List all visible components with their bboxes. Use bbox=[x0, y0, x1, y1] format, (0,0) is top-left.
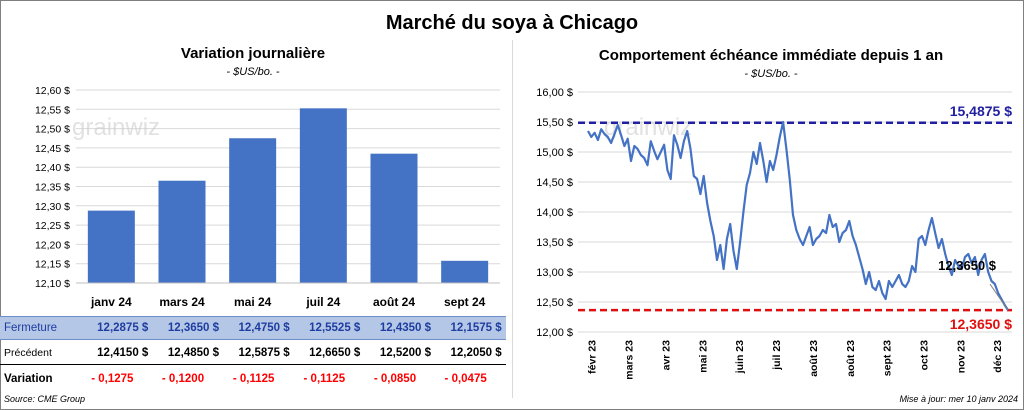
data-table: Fermeture 12,2875 $ 12,3650 $ 12,4750 $ 12,… bbox=[0, 316, 506, 392]
x-tick-label: août 24 bbox=[373, 295, 415, 309]
table-cell: - 0,1125 bbox=[303, 373, 346, 385]
left-panel-title: Variation journalière bbox=[180, 45, 326, 62]
y-tick-label: 15,50 $ bbox=[536, 117, 573, 129]
table-cell: - 0,1125 bbox=[232, 373, 275, 385]
x-tick-label: sept 23 bbox=[882, 340, 894, 376]
x-tick-label: févr 23 bbox=[587, 340, 599, 374]
x-tick-label: mai 24 bbox=[234, 295, 272, 309]
x-tick-label: mars 24 bbox=[159, 295, 205, 309]
table-cell: 12,4850 $ bbox=[167, 347, 219, 359]
row-label-fermeture: Fermeture bbox=[4, 322, 58, 334]
table-cell: 12,2875 $ bbox=[97, 322, 149, 334]
table-cell: 12,1575 $ bbox=[450, 322, 502, 334]
y-tick-label: 12,20 $ bbox=[35, 239, 70, 251]
y-tick-label: 12,10 $ bbox=[35, 278, 70, 290]
row-label-precedent: Précédent bbox=[4, 347, 52, 359]
y-tick-label: 12,30 $ bbox=[35, 201, 70, 213]
x-tick-label: août 23 bbox=[845, 340, 857, 377]
bar-3 bbox=[299, 108, 347, 284]
table-row-precedent: Précédent 12,4150 $ 12,4850 $ 12,5875 $ 12,… bbox=[0, 342, 506, 365]
watermark-logo: grainwiz bbox=[72, 114, 160, 141]
table-row-variation: Variation - 0,1275 - 0,1200 - 0,1125 - 0,11… bbox=[0, 368, 506, 390]
price-series-line bbox=[587, 120, 1009, 311]
max-label: 15,4875 $ bbox=[950, 103, 1012, 119]
y-tick-label: 12,40 $ bbox=[35, 162, 70, 174]
table-cell: - 0,1200 bbox=[161, 373, 205, 385]
table-cell: 12,2050 $ bbox=[450, 347, 502, 359]
x-tick-label: oct 23 bbox=[919, 340, 931, 371]
table-cell: 12,4350 $ bbox=[379, 322, 431, 334]
last-value-label: 12,3650 $ bbox=[938, 258, 997, 273]
last-value-leader bbox=[989, 283, 1009, 311]
y-tick-label: 14,50 $ bbox=[536, 177, 573, 189]
x-tick-label: nov 23 bbox=[955, 340, 967, 373]
x-tick-label: sept 24 bbox=[444, 295, 486, 309]
x-tick-label: août 23 bbox=[808, 340, 820, 377]
table-cell: - 0,0475 bbox=[444, 373, 487, 385]
y-tick-label: 12,35 $ bbox=[35, 182, 70, 194]
source-note: Source: CME Group bbox=[4, 394, 86, 404]
bar-4 bbox=[370, 153, 418, 283]
table-cell: - 0,1275 bbox=[91, 373, 134, 385]
table-cell: 12,3650 $ bbox=[167, 322, 219, 334]
update-note: Mise à jour: mer 10 janv 2024 bbox=[899, 394, 1018, 404]
x-tick-label: janv 24 bbox=[90, 295, 132, 309]
bar-0 bbox=[87, 210, 135, 283]
right-panel-title: Comportement échéance immédiate depuis 1… bbox=[598, 47, 944, 64]
x-tick-label: mai 23 bbox=[697, 340, 709, 373]
y-tick-label: 15,00 $ bbox=[536, 147, 573, 159]
bar-5 bbox=[441, 260, 489, 283]
x-tick-label: mars 23 bbox=[624, 340, 636, 380]
table-cell: 12,5525 $ bbox=[309, 322, 361, 334]
y-tick-label: 14,00 $ bbox=[536, 207, 573, 219]
x-tick-label: juin 23 bbox=[734, 340, 746, 374]
y-tick-label: 16,00 $ bbox=[536, 87, 573, 99]
table-row-fermeture: Fermeture 12,2875 $ 12,3650 $ 12,4750 $ 12,… bbox=[0, 316, 506, 340]
min-label: 12,3650 $ bbox=[950, 316, 1012, 332]
y-tick-label: 12,50 $ bbox=[35, 124, 70, 136]
table-cell: 12,6650 $ bbox=[309, 347, 361, 359]
x-tick-label: avr 23 bbox=[660, 340, 672, 371]
left-panel-subtitle: - $US/bo. - bbox=[226, 66, 280, 78]
row-label-variation: Variation bbox=[4, 373, 53, 385]
bar-1 bbox=[158, 180, 206, 283]
table-cell: - 0,0850 bbox=[373, 373, 417, 385]
y-tick-label: 12,00 $ bbox=[536, 327, 573, 339]
table-cell: 12,4750 $ bbox=[238, 322, 290, 334]
right-panel-subtitle: - $US/bo. - bbox=[744, 68, 798, 80]
line-chart: 12,00 $ 12,50 $ 13,00 $ 13,50 $ 14,00 $ 14,50… bbox=[536, 87, 1012, 380]
y-tick-label: 12,45 $ bbox=[35, 143, 70, 155]
y-tick-label: 13,50 $ bbox=[536, 237, 573, 249]
table-cell: 12,5200 $ bbox=[379, 347, 431, 359]
main-title: Marché du soya à Chicago bbox=[385, 12, 639, 34]
y-tick-label: 12,60 $ bbox=[35, 85, 70, 97]
y-tick-label: 12,55 $ bbox=[35, 104, 70, 116]
table-cell: 12,5875 $ bbox=[238, 347, 290, 359]
table-cell: 12,4150 $ bbox=[97, 347, 149, 359]
bar-2 bbox=[229, 138, 277, 283]
x-tick-label: juil 24 bbox=[305, 295, 340, 309]
panel-divider bbox=[512, 40, 513, 398]
y-tick-label: 12,25 $ bbox=[35, 220, 70, 232]
x-tick-label: juil 23 bbox=[771, 340, 783, 371]
x-tick-label: déc 23 bbox=[992, 340, 1004, 373]
y-tick-label: 12,50 $ bbox=[536, 297, 573, 309]
y-tick-label: 12,15 $ bbox=[35, 259, 70, 271]
bar-chart: 12,10 $ 12,15 $ 12,20 $ 12,25 $ 12,30 $ 12,35… bbox=[35, 85, 500, 309]
y-tick-label: 13,00 $ bbox=[536, 267, 573, 279]
